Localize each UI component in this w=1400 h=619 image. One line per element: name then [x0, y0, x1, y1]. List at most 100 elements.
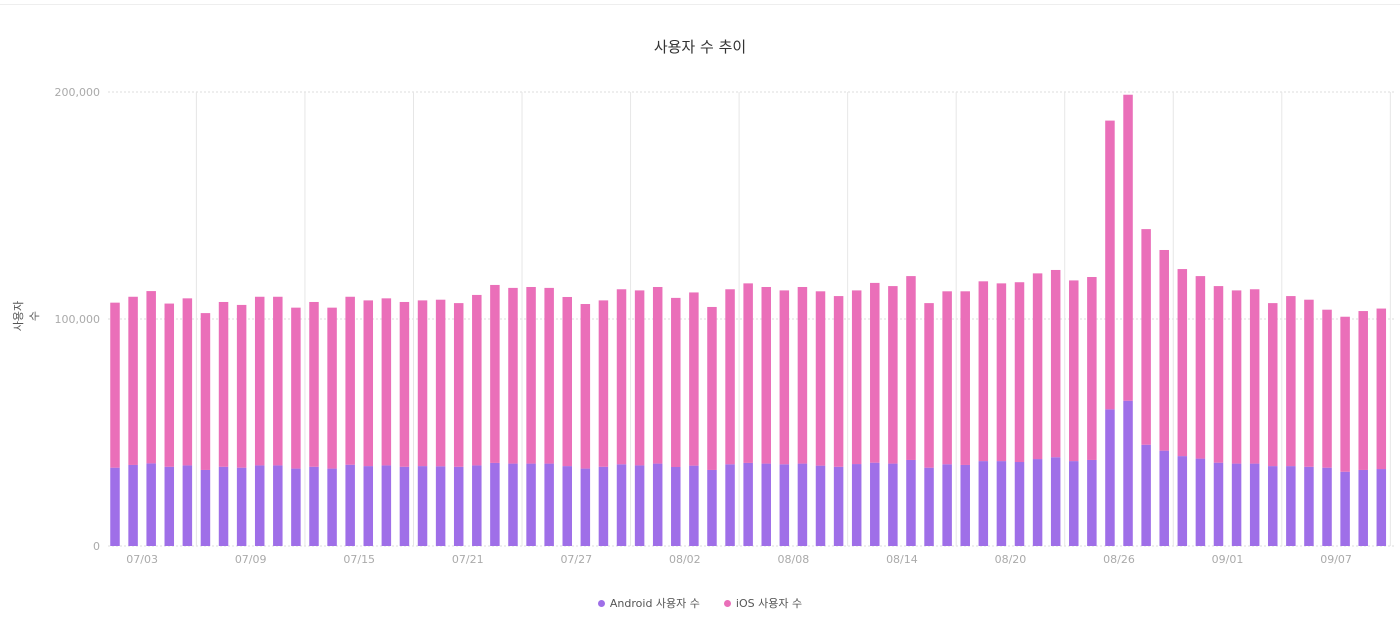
legend-item-ios[interactable]: iOS 사용자 수: [723, 595, 803, 611]
bar-ios: [309, 301, 319, 467]
bar-android: [110, 467, 120, 546]
bar-android: [236, 467, 247, 546]
bar-ios: [942, 291, 952, 465]
bar-android: [1105, 409, 1115, 546]
chart-title: 사용자 수 추이: [653, 38, 747, 56]
stacked-bar-chart: 0 100,000 200,000 07/03 07/09 07/15 07/21 07/27…: [55, 86, 1395, 566]
bar-ios: [978, 281, 989, 462]
bar-android: [1159, 450, 1169, 546]
bar-ios: [906, 276, 916, 460]
bar-android: [1213, 462, 1224, 546]
bar-ios: [1322, 309, 1332, 468]
bar-android: [273, 465, 283, 546]
x-tick-label: 09/07: [1320, 553, 1352, 566]
bar-android: [1087, 459, 1097, 546]
bar-android: [1195, 458, 1206, 546]
bar-ios: [598, 300, 609, 467]
top-divider: [0, 4, 1400, 5]
bar-android: [1304, 466, 1314, 546]
bar-ios: [671, 297, 681, 468]
bar-ios: [273, 296, 283, 466]
bar-android: [254, 465, 265, 546]
bar-ios: [634, 290, 645, 466]
bar-android: [870, 462, 880, 546]
x-tick-label: 08/20: [995, 553, 1027, 566]
bar-android: [363, 466, 374, 546]
bar-android: [978, 461, 989, 546]
bar-android: [164, 466, 175, 546]
y-tick-label: 100,000: [55, 313, 101, 326]
bar-ios: [1286, 296, 1296, 467]
bar-android: [779, 464, 790, 546]
bar-ios: [291, 307, 301, 469]
bar-ios: [1195, 276, 1206, 459]
bar-android: [182, 465, 193, 546]
bar-ios: [472, 294, 482, 466]
bar-ios: [1014, 282, 1025, 463]
bar-android: [472, 465, 482, 546]
x-tick-label: 09/01: [1212, 553, 1244, 566]
bar-ios: [1376, 308, 1387, 470]
bar-android: [218, 466, 229, 546]
bar-ios: [1069, 280, 1079, 462]
bar-android: [689, 465, 699, 546]
bar-ios: [399, 301, 410, 467]
bar-ios: [707, 306, 717, 470]
bar-android: [1050, 457, 1061, 546]
bar-ios: [1087, 277, 1097, 460]
bar-android: [1268, 466, 1278, 546]
bar-ios: [996, 283, 1007, 462]
bar-android: [1249, 463, 1260, 546]
x-tick-label: 08/08: [778, 553, 810, 566]
bar-android: [888, 463, 898, 546]
bar-ios: [128, 296, 138, 465]
bar-android: [562, 466, 572, 546]
bar-android: [725, 464, 735, 546]
bar-android: [544, 463, 554, 546]
x-tick-label: 08/26: [1103, 553, 1135, 566]
bar-ios: [761, 286, 771, 464]
legend: Android 사용자 수 iOS 사용자 수: [0, 595, 1400, 611]
bar-ios: [1358, 311, 1368, 470]
legend-item-android[interactable]: Android 사용자 수: [597, 595, 700, 611]
bar-ios: [652, 286, 663, 464]
bar-android: [128, 464, 138, 546]
bar-android: [417, 466, 428, 546]
bar-ios: [870, 282, 880, 463]
bar-android: [399, 466, 410, 546]
bar-android: [435, 466, 446, 546]
bar-ios: [833, 296, 844, 467]
bar-ios: [110, 302, 120, 468]
bar-ios: [960, 291, 970, 465]
bar-ios: [508, 287, 518, 464]
bar-android: [671, 467, 681, 546]
bar-android: [1340, 471, 1350, 546]
bar-ios: [146, 291, 156, 464]
bar-android: [616, 464, 627, 546]
bar-android: [1358, 469, 1368, 546]
bar-android: [345, 464, 355, 546]
bar-ios: [689, 292, 699, 466]
x-tick-label: 07/09: [235, 553, 267, 566]
bar-android: [1123, 400, 1133, 546]
y-tick-label: 200,000: [55, 86, 101, 99]
y-tick-label: 0: [93, 540, 100, 553]
bar-android: [634, 465, 645, 546]
bar-ios: [924, 303, 934, 468]
legend-ios-dot: [723, 599, 731, 607]
bar-android: [652, 463, 663, 546]
bar-android: [761, 463, 771, 546]
bar-android: [526, 463, 536, 546]
bar-ios: [815, 291, 826, 466]
bar-android: [960, 464, 970, 546]
bar-ios: [779, 290, 790, 465]
legend-android-label: Android 사용자 수: [609, 597, 700, 610]
bar-ios: [1340, 316, 1350, 472]
legend-ios-label: iOS 사용자 수: [735, 597, 803, 610]
bar-ios: [453, 303, 464, 467]
bar-android: [833, 466, 844, 546]
bar-android: [381, 465, 392, 546]
bar-ios: [580, 304, 591, 469]
bar-android: [1322, 467, 1332, 546]
bar-ios: [1105, 120, 1115, 410]
